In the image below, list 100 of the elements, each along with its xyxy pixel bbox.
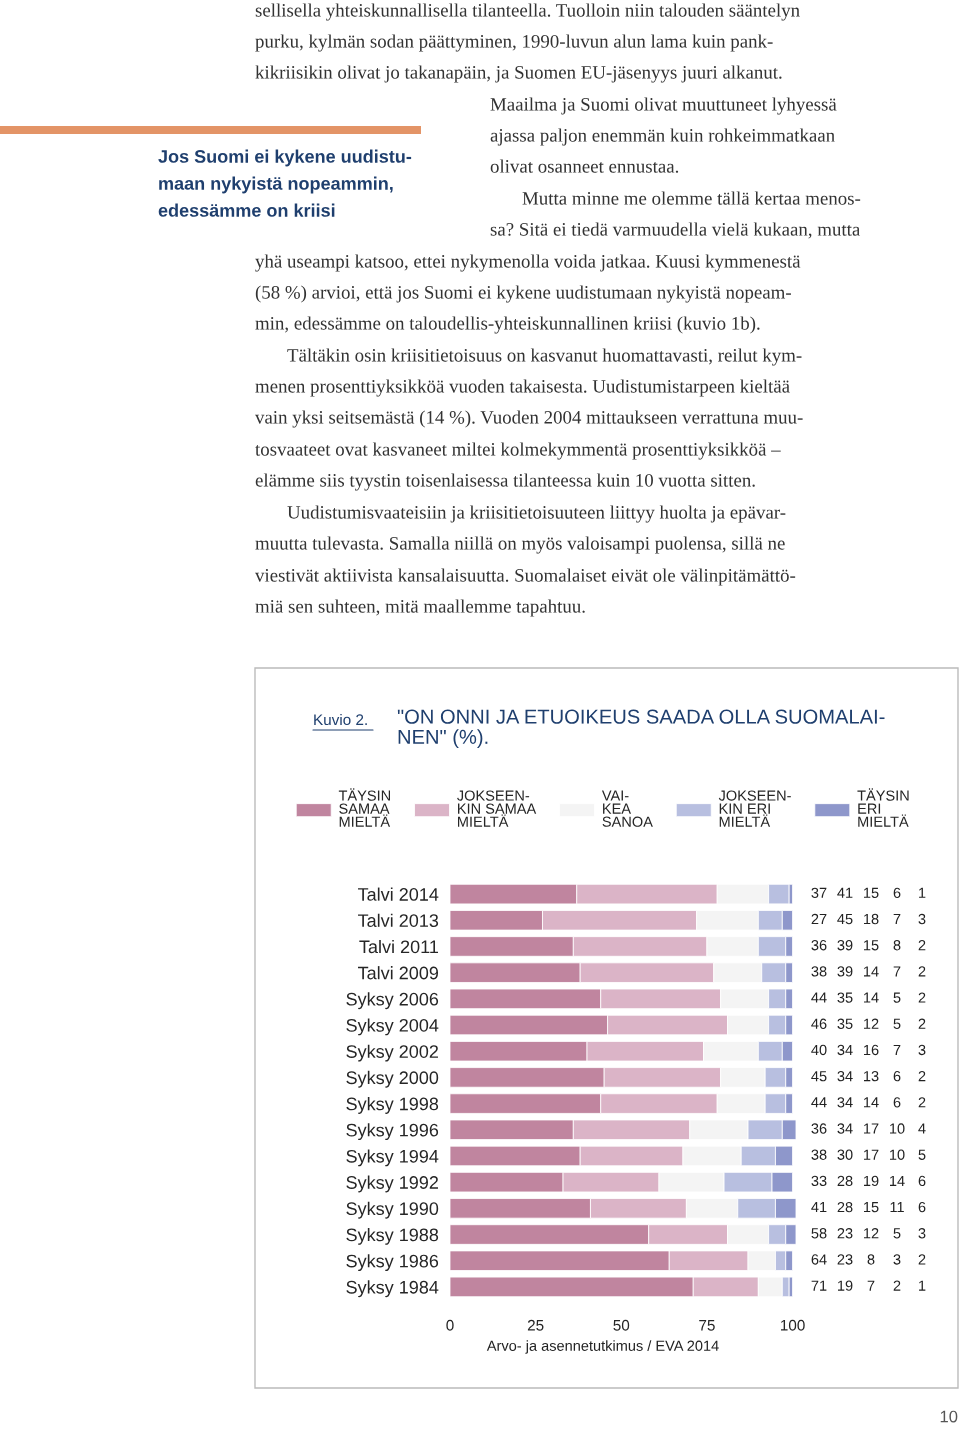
data-label: 38 [811,1149,827,1160]
data-label: 5 [893,1018,901,1029]
data-label: 6 [893,887,901,899]
data-label: 7 [867,1280,875,1291]
y-tick-label: Syksy 1986 [346,1254,439,1272]
data-label: 46 [811,1018,827,1029]
text: sa? Sitä ei tiedä varmuudella vielä kukaan, mutta [490,222,861,239]
data-label: 17 [864,1149,879,1160]
text: kikriisikin olivat jo takanapäin, ja Suomen EU-jäsenyys juuri alkanut. [255,65,782,83]
text: min, edessämme on taloudellis-yhteiskunnallinen kriisi (kuvio 1b). [255,316,760,334]
text: sellisella yhteiskunnallisella tilanteella. Tuolloin niin talouden sääntelyn [255,3,800,21]
x-tick-label: 25 [527,1319,544,1331]
text: Jos Suomi ei kykene uudistu- [158,149,412,167]
y-tick-label: Talvi 2013 [358,913,439,927]
data-label: 13 [864,1070,879,1082]
legend-label: JOKSEEN- KIN SAMAA MIELTÄ [457,790,537,827]
data-label: 34 [837,1044,853,1056]
data-label: 2 [918,1254,926,1265]
text: purku, kylmän sodan päättyminen, 1990-luvun alun lama kuin pank- [255,34,773,52]
data-label: 6 [918,1201,926,1213]
text: Uudistumisvaateisiin ja kriisitietoisuuteen liittyy huolta ja epävar- [287,505,786,523]
data-label: 6 [893,1070,901,1082]
data-label: 10 [890,1123,905,1134]
data-label: 5 [893,992,901,1003]
data-label: 36 [811,1123,827,1134]
y-tick-label: Syksy 2000 [346,1070,439,1088]
y-tick-label: Syksy 1998 [346,1097,439,1114]
text: vain yksi seitsemästä (14 %). Vuoden 2004 mittaukseen verrattuna muu- [255,410,803,428]
data-label: 2 [918,1018,926,1029]
data-label: 44 [811,992,827,1003]
data-label: 30 [837,1149,853,1160]
data-label: 2 [918,992,926,1003]
text: ajassa paljon enemmän kuin rohkeimmatkaan [490,128,835,146]
text: yhä useampi katsoo, ettei nykymenolla voida jatkaa. Kuusi kymmenestä [255,254,801,272]
x-tick-label: 50 [613,1319,630,1331]
y-tick-label: Talvi 2011 [359,939,439,954]
data-label: 3 [918,1228,926,1239]
data-label: 2 [918,1097,926,1108]
data-label: 34 [837,1123,853,1134]
text: viestivät aktiivista kansalaisuutta. Suomalaiset eivät ole välinpitämättö- [255,568,796,586]
data-label: 71 [811,1280,827,1291]
data-label: 6 [918,1175,926,1187]
data-label: 41 [811,1202,827,1213]
data-label: 14 [890,1175,905,1186]
data-label: 64 [811,1254,827,1265]
data-label: 41 [837,887,853,898]
text: edessämme on kriisi [158,203,335,217]
text: olivat osanneet ennustaa. [490,159,679,173]
data-label: 6 [893,1097,901,1108]
text: menen prosenttiyksikköä vuoden takaisesta. Uudistumistarpeen kieltää [255,379,790,397]
data-label: 2 [918,940,926,951]
data-label: 37 [811,887,827,899]
data-label: 28 [837,1201,853,1213]
data-label: 40 [811,1044,827,1056]
legend-label: VAI- KEA SANOA [601,790,653,827]
data-label: 58 [811,1228,827,1239]
data-label: 15 [864,887,879,899]
y-tick-label: Syksy 1984 [346,1280,439,1298]
data-label: 34 [837,1070,853,1082]
data-label: 38 [811,966,827,977]
data-label: 8 [893,940,901,951]
data-label: 7 [893,914,901,925]
data-label: 23 [837,1228,853,1239]
y-tick-label: Talvi 2014 [358,887,439,901]
data-label: 11 [890,1202,904,1213]
y-tick-label: Syksy 1988 [346,1227,439,1245]
text: Arvo- ja asennetutkimus / EVA 2014 [486,1340,719,1354]
y-tick-label: Syksy 1996 [346,1123,439,1141]
y-tick-label: Syksy 2006 [346,992,439,1010]
data-label: 35 [837,992,853,1003]
data-label: 1 [919,1280,926,1291]
data-label: 14 [864,966,879,977]
legend-label: TÄYSIN SAMAA MIELTÄ [338,788,391,827]
data-label: 19 [838,1280,853,1291]
data-label: 2 [918,1070,926,1082]
text: Maailma ja Suomi olivat muuttuneet lyhyessä [490,97,837,115]
data-label: 18 [864,913,879,925]
chart-title: Kuvio 2. [314,713,367,726]
data-label: 12 [864,1018,879,1029]
data-label: 14 [864,992,879,1003]
legend-label: TÄYSIN ERI MIELTÄ [857,788,909,827]
data-label: 15 [864,940,879,951]
data-label: 39 [837,966,853,977]
y-tick-label: Syksy 2004 [346,1018,439,1036]
data-label: 14 [864,1097,879,1108]
text: (58 %) arvioi, että jos Suomi ei kykene uudistumaan nykyistä nopeam- [255,285,791,303]
data-label: 5 [893,1228,901,1239]
y-tick-label: Syksy 1994 [346,1149,439,1167]
text: muutta tulevasta. Samalla niillä on myös valoisampi puolensa, sillä ne [255,536,785,554]
data-label: 15 [864,1202,879,1213]
data-label: 39 [837,940,853,951]
text: maan nykyistä nopeammin, [159,176,393,194]
x-tick-label: 75 [699,1320,715,1331]
chart-subtitle: "ON ONNI JA ETUOIKEUS SAADA OLLA SUOMALAI- NEN" (%). [397,709,885,748]
text: miä sen suhteen, mitä maallemme tapahtuu. [255,599,585,617]
data-label: 35 [837,1018,853,1029]
x-tick-label: 100 [781,1319,805,1331]
data-label: 3 [918,1044,926,1056]
data-label: 36 [811,940,827,951]
data-label: 12 [864,1228,879,1239]
